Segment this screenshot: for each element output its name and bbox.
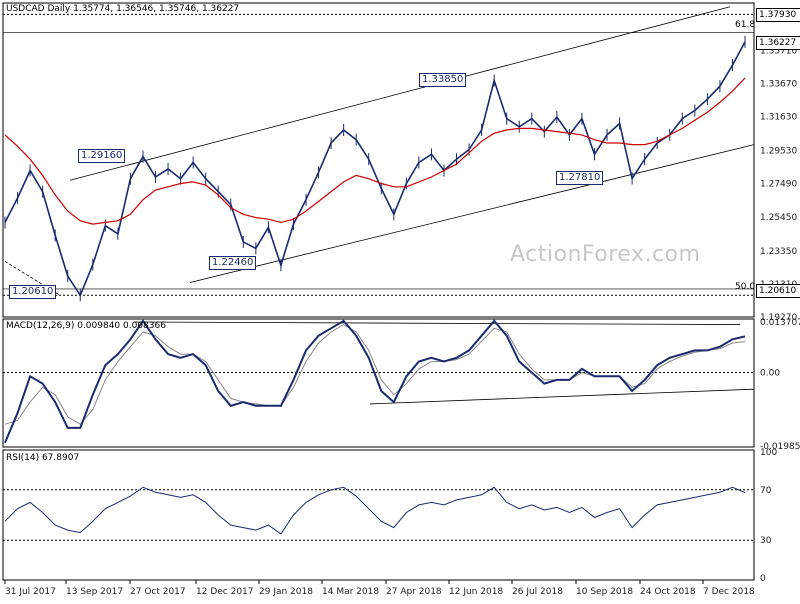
- price-title: USDCAD Daily 1.35774, 1.36546, 1.35746, …: [6, 4, 239, 14]
- price-tick-label-7: 1.23350: [760, 247, 797, 257]
- annotation-2: 1.33850: [419, 73, 467, 87]
- macd-title: MACD(12,26,9) 0.009840 0.008366: [6, 321, 166, 331]
- x-tick-label-5: 14 Mar 2018: [322, 587, 379, 597]
- x-tick-label-0: 31 Jul 2017: [5, 587, 56, 597]
- annotation-1: 1.29160: [78, 149, 126, 163]
- annotation-3: 1.22460: [209, 256, 257, 270]
- axis-layer: 1.35710 1.33670 1.31630 1.29530 1.27490 1.254…: [4, 46, 800, 597]
- rsi-tick-label-1: 70: [760, 486, 772, 496]
- current-price-tag: 1.36227: [756, 36, 800, 50]
- price-tick-label-4: 1.29530: [760, 147, 797, 157]
- price-series-line: [4, 41, 746, 298]
- fib-top-label: 61.8: [735, 20, 756, 30]
- annotation-4: 1.27810: [556, 171, 604, 185]
- level-bottom-tag: 1.20610: [756, 284, 800, 298]
- price-title-label: USDCAD Daily: [6, 4, 71, 14]
- rsi-line: [4, 486, 746, 535]
- channel-upper-line: [69, 6, 731, 181]
- x-tick-label-10: 24 Oct 2018: [640, 587, 696, 597]
- trend-dashed-line: [4, 261, 61, 296]
- price-tick-label-3: 1.31630: [760, 113, 797, 123]
- moving-average-line: [4, 77, 746, 225]
- macd-resistance-line: [134, 321, 741, 325]
- fib-bottom-label: 50.0: [735, 282, 756, 292]
- macd-tick-label-2: -0.019852: [760, 442, 800, 452]
- macd-layer: [3, 319, 755, 444]
- rsi-panel-frame: [2, 449, 755, 581]
- price-layer: [3, 6, 755, 302]
- rsi-tick-label-3: 0: [760, 574, 766, 584]
- x-tick-label-3: 12 Dec 2017: [196, 587, 254, 597]
- x-tick-label-4: 29 Jan 2018: [259, 587, 313, 597]
- annotation-5: 1.20610: [9, 285, 57, 299]
- price-tick-label-9: 1.19270: [760, 313, 797, 323]
- level-top-tag: 1.37930: [756, 8, 800, 22]
- macd-tick-label-1: 0.00: [760, 369, 780, 379]
- channel-lower-line: [189, 144, 755, 283]
- rsi-title: RSI(14) 67.8907: [6, 453, 80, 463]
- watermark-text: ActionForex.com: [510, 242, 701, 267]
- x-tick-label-8: 26 Jul 2018: [512, 587, 563, 597]
- x-tick-label-9: 10 Sep 2018: [576, 587, 633, 597]
- macd-line: [4, 319, 746, 444]
- rsi-tick-label-2: 30: [760, 536, 772, 546]
- price-tick-label-2: 1.33670: [760, 79, 797, 89]
- x-tick-label-11: 7 Dec 2018: [703, 587, 755, 597]
- price-panel-frame: [2, 2, 755, 318]
- price-tick-label-6: 1.25450: [760, 213, 797, 223]
- x-tick-label-7: 12 Jun 2018: [449, 587, 503, 597]
- macd-panel-frame: [2, 318, 755, 448]
- x-tick-label-6: 27 Apr 2018: [386, 587, 442, 597]
- macd-tick-label-0: 0.013707: [760, 318, 800, 328]
- x-tick-label-2: 27 Oct 2017: [130, 587, 186, 597]
- x-tick-label-1: 13 Sep 2017: [66, 587, 123, 597]
- price-tick-label-5: 1.27490: [760, 180, 797, 190]
- macd-support-line: [369, 388, 755, 405]
- ohlc-values: 1.35774, 1.36546, 1.35746, 1.36227: [73, 4, 240, 14]
- rsi-layer: [3, 486, 754, 541]
- rsi-tick-label-0: 100: [760, 448, 777, 458]
- price-tick-label-1: 1.35710: [760, 46, 797, 56]
